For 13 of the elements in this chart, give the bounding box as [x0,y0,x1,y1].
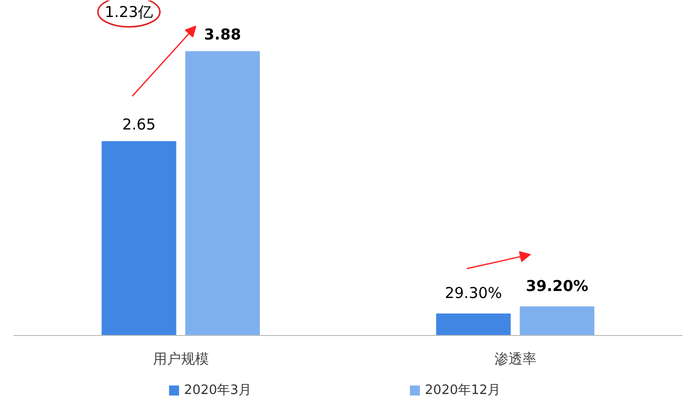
legend-label: 2020年12月 [424,383,501,398]
data-label: 3.88 [204,26,242,44]
bar [102,141,176,336]
data-label: 29.30% [444,284,502,302]
data-label: 2.65 [122,116,156,134]
text: 1.23亿 [104,2,154,21]
bar [520,306,594,336]
bar [185,51,260,336]
legend-label: 2020年3月 [184,383,252,398]
data-label: 39.20% [526,276,588,295]
bar [436,314,511,336]
x-tick-label: 渗透率 [494,352,536,368]
x-tick-label: 用户规模 [152,352,209,368]
